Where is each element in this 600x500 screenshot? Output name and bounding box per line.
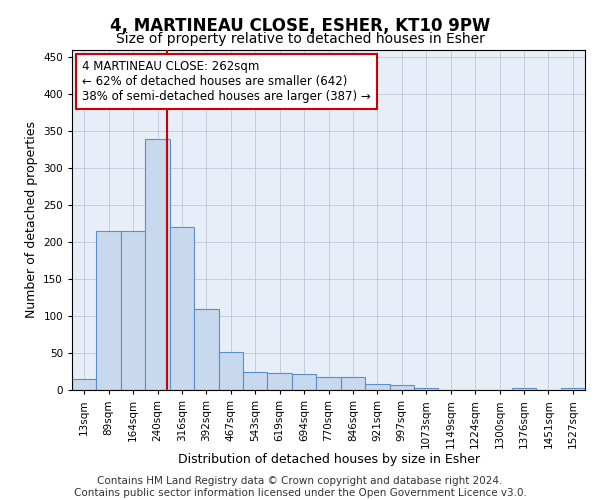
Bar: [389, 385, 414, 390]
Bar: [121, 231, 145, 390]
Bar: [365, 384, 389, 390]
Bar: [194, 308, 218, 390]
Bar: [97, 231, 121, 390]
Text: 4, MARTINEAU CLOSE, ESHER, KT10 9PW: 4, MARTINEAU CLOSE, ESHER, KT10 9PW: [110, 18, 490, 36]
Bar: [145, 138, 170, 390]
Bar: [243, 372, 268, 390]
Bar: [292, 374, 316, 390]
Bar: [414, 388, 439, 390]
Text: 4 MARTINEAU CLOSE: 262sqm
← 62% of detached houses are smaller (642)
38% of semi: 4 MARTINEAU CLOSE: 262sqm ← 62% of detac…: [82, 60, 371, 103]
Text: Contains HM Land Registry data © Crown copyright and database right 2024.
Contai: Contains HM Land Registry data © Crown c…: [74, 476, 526, 498]
Bar: [268, 373, 292, 390]
Bar: [512, 388, 536, 390]
Text: Size of property relative to detached houses in Esher: Size of property relative to detached ho…: [116, 32, 484, 46]
Bar: [170, 228, 194, 390]
X-axis label: Distribution of detached houses by size in Esher: Distribution of detached houses by size …: [178, 454, 479, 466]
Bar: [316, 376, 341, 390]
Y-axis label: Number of detached properties: Number of detached properties: [25, 122, 38, 318]
Bar: [341, 378, 365, 390]
Bar: [72, 379, 97, 390]
Bar: [218, 352, 243, 390]
Bar: [560, 388, 585, 390]
